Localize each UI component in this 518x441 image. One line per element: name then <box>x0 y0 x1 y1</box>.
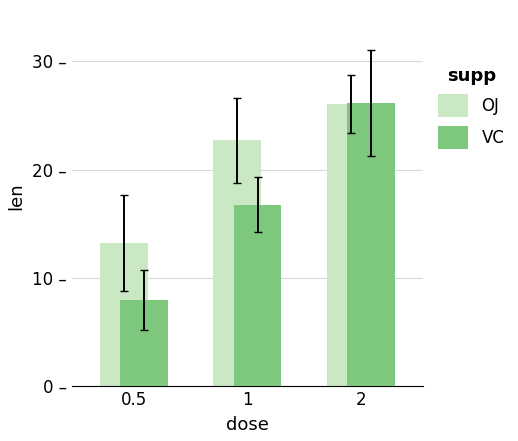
Bar <box>100 243 148 386</box>
X-axis label: dose: dose <box>226 416 269 434</box>
Bar <box>347 103 395 386</box>
Y-axis label: len: len <box>7 183 25 210</box>
Bar <box>213 140 261 386</box>
Bar <box>234 205 281 386</box>
Bar <box>327 104 375 386</box>
Bar <box>120 300 168 386</box>
Legend: OJ, VC: OJ, VC <box>431 61 511 156</box>
